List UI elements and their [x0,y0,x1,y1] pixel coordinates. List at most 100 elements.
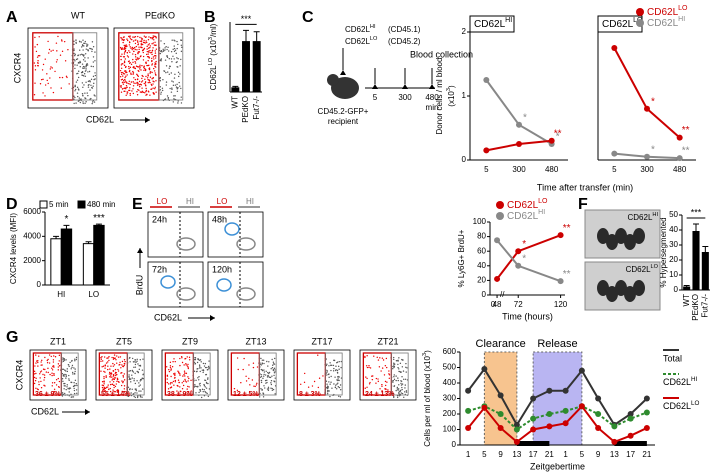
flow-dot [401,388,403,391]
flow-dot [75,356,78,359]
sig-label: * [522,239,526,250]
flow-dot [59,76,61,79]
flow-dot [74,370,76,373]
flow-dot [62,368,65,370]
flow-dot [112,370,115,372]
flow-dot [187,376,189,378]
flow-dot [267,371,269,374]
flow-dot [199,370,201,373]
flow-dot [188,386,190,388]
flow-dot [77,54,79,57]
flow-dot [152,77,154,79]
point [513,426,520,433]
flow-dot [153,35,155,37]
label: CD62L [628,213,653,222]
flow-dot [61,392,64,394]
flow-dot [402,370,405,372]
flow-dot [388,373,390,375]
flow-dot [336,362,338,364]
flow-dot [261,388,263,391]
flow-dot [168,370,171,373]
gate [126,352,145,396]
flow-dot [131,388,133,391]
flow-dot [186,365,189,367]
flow-dot [131,377,133,379]
flow-dot [384,380,387,383]
flow-dot [132,361,135,363]
flow-dot [68,374,70,377]
flow-dot [204,390,206,393]
flow-dot [79,49,81,51]
flow-dot [142,75,144,78]
flow-dot [42,373,44,376]
flow-dot [85,101,87,103]
flow-dot [138,80,141,83]
flow-dot [205,391,207,394]
flow-dot [114,374,117,377]
flow-dot [328,376,330,379]
x-tick-label: 9 [498,450,503,459]
flow-dot [139,380,141,382]
flow-dot [84,97,87,100]
flow-dot [53,355,55,357]
flow-dot [39,83,42,85]
flow-dot [138,48,140,51]
flow-dot [59,54,62,56]
flow-dot [194,357,197,359]
flow-dot [207,377,209,379]
flow-dot [260,381,263,384]
bar [60,228,73,286]
flow-dot [43,376,46,379]
flow-dot [145,61,147,63]
flow-dot [337,382,339,384]
x-tick-label: Fut7-/- [700,294,709,318]
flow-dot [124,81,126,84]
flow-dot [105,376,107,379]
flow-dot [170,58,173,60]
flow-dot [35,387,37,390]
flow-dot [124,76,126,79]
flow-dot [141,91,143,94]
flow-dot [174,374,176,377]
flow-dot [140,39,143,41]
flow-dot [118,364,120,366]
flow-dot [65,75,68,78]
flow-dot [117,368,119,371]
flow-dot [339,384,342,386]
label: 36 ± 9% [35,391,61,398]
flow-dot [53,372,55,375]
flow-dot [248,364,250,366]
y-tick-label: 200 [443,409,457,418]
flow-dot [103,376,105,378]
flow-dot [83,45,85,47]
flow-dot [82,39,84,41]
flow-dot [167,50,170,52]
flow-dot [172,373,175,375]
flow-dot [186,388,188,390]
flow-dot [75,389,78,391]
legend-label: CD62L [663,377,691,387]
flow-dot [134,363,137,366]
flow-dot [165,55,168,57]
flow-dot [274,369,276,371]
flow-dot [166,95,169,97]
flow-dot [73,102,75,105]
flow-dot [337,379,339,382]
flow-dot [69,387,72,389]
flow-dot [87,71,89,73]
flow-dot [123,53,126,55]
flow-dot [152,37,155,39]
flow-dot [113,354,116,356]
flow-dot [170,72,172,74]
flow-dot [137,89,139,91]
flow-dot [36,388,39,390]
flow-dot [398,391,400,393]
flow-dot [179,65,181,67]
flow-dot [307,386,310,388]
flow-dot [74,54,76,57]
flow-dot [58,360,60,362]
flow-dot [171,366,174,368]
flow-dot [176,90,179,93]
x-tick-label: 72 [514,300,523,309]
panel-letter: B [204,9,216,26]
